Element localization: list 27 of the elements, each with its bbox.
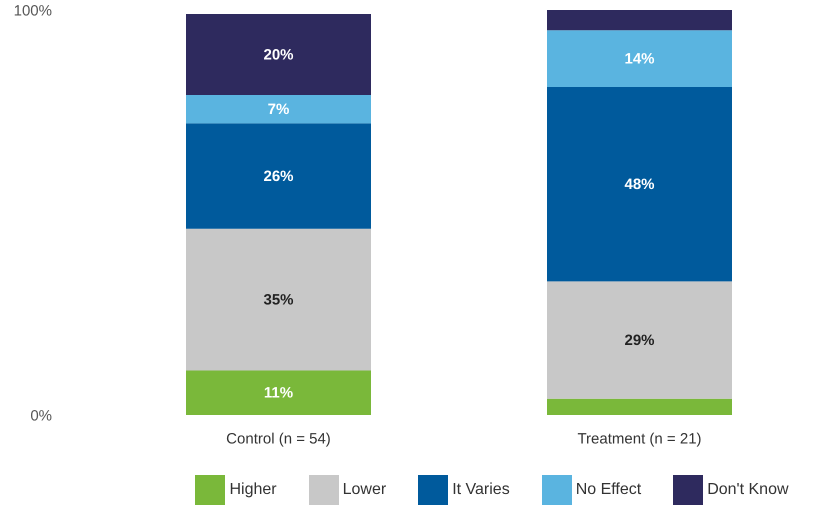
x-tick-label: Treatment (n = 21) [577,430,702,448]
bar [547,281,732,399]
legend-label: It Varies [452,481,510,498]
legend-label: Don't Know [707,481,789,498]
legend-label: Higher [229,481,277,498]
data-label: 26% [263,168,294,186]
bar [186,95,371,124]
x-tick-label: Control (n = 54) [226,430,331,448]
y-tick-label: 100% [14,2,52,20]
data-label: 48% [624,176,655,194]
data-label: 14% [624,50,655,68]
legend-label: No Effect [576,481,642,498]
bar [547,86,732,282]
bar [547,30,732,87]
data-label: 29% [624,332,655,350]
legend-label: Lower [342,481,386,498]
bar [186,14,371,96]
y-tick-label: 0% [30,407,52,424]
bar [547,10,732,30]
bar [186,228,371,370]
data-label: 35% [263,292,294,309]
data-label: 11% [264,384,294,402]
bar [186,123,371,229]
data-label: 7% [268,101,290,118]
data-label: 20% [263,46,294,64]
bar [186,370,371,415]
bar [547,398,732,415]
